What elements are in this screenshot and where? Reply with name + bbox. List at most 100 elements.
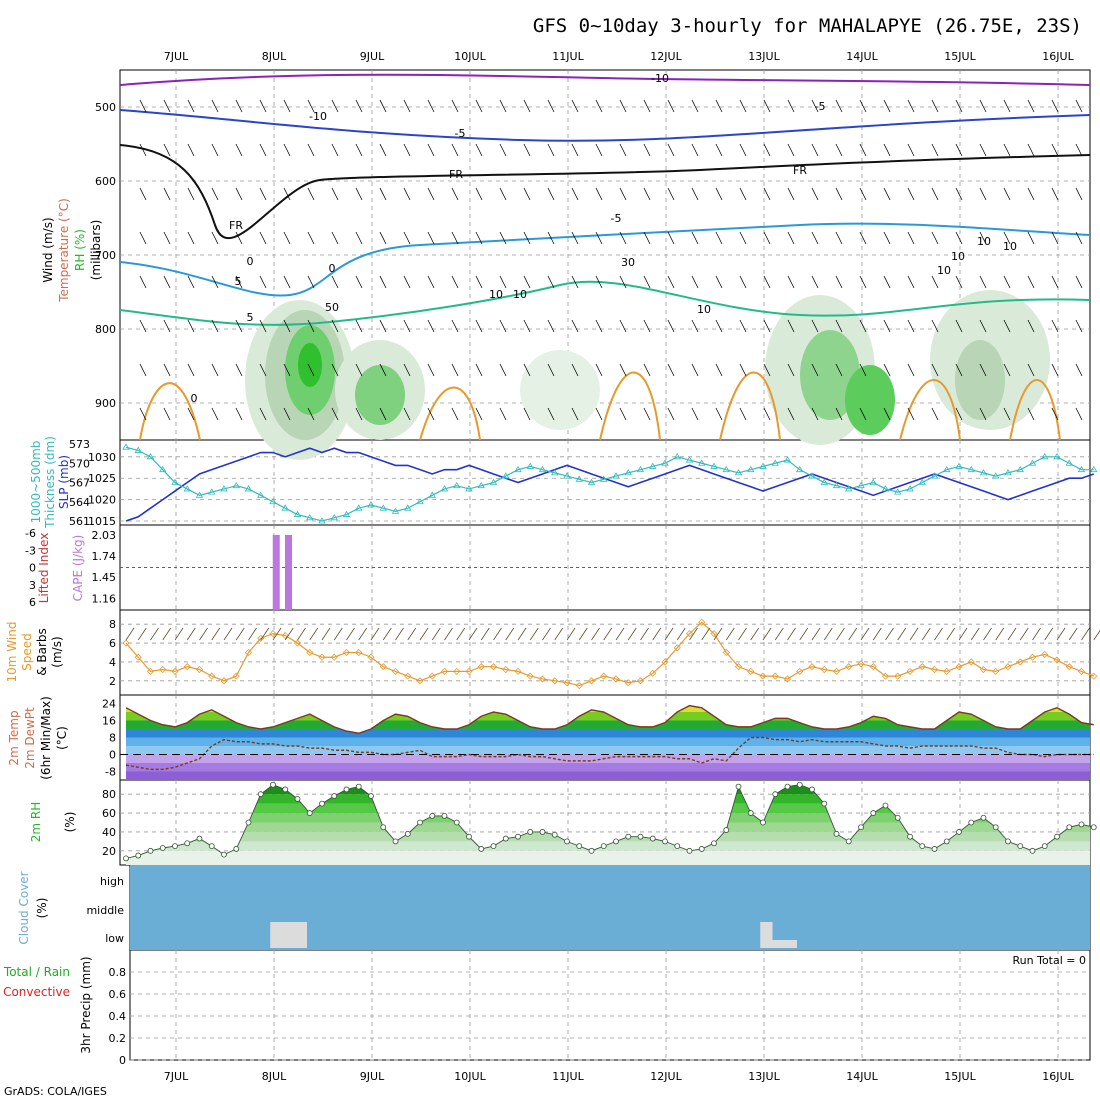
wind-barb-10m [505,627,515,641]
rh-point [980,814,987,821]
wind-barb [571,187,579,201]
rh-point [527,829,534,835]
lifted-index-tick-label: 6 [29,596,36,609]
thickness-point [367,501,375,508]
pressure-tick-label: 900 [95,397,116,410]
wind-ylabel: Speed [20,633,34,671]
rh-shade-70 [845,365,895,435]
wind-barb [1075,407,1083,421]
thickness-point [796,465,804,473]
wind-barb-10m [248,627,257,641]
rh-point [907,833,913,840]
wind-speed-point [698,618,706,626]
thickness-point [881,485,890,492]
thickness-point [734,469,743,476]
wind-barb-10m [1056,627,1066,641]
wind-barb [1051,143,1059,157]
wind-ylabel: (m/s) [50,636,64,667]
wind-barb [955,231,963,245]
wind-speed-point [404,672,412,680]
thickness-point [661,459,669,466]
wind-barb [859,187,867,201]
temp-tick-label: -8 [105,766,116,779]
wind-barb [187,363,195,377]
wind-barb [355,143,363,157]
rh-point [404,830,411,837]
contour-label: -10 [651,72,669,85]
wind-barb [739,187,747,201]
wind-barb [379,319,387,333]
wind-barb [451,99,459,113]
rh-point [1041,843,1048,850]
wind-speed-point [1028,653,1037,661]
wind-barb [955,319,963,333]
wind-barb [595,407,603,421]
wind-barb-10m [260,627,270,641]
contour-label: -5 [455,127,466,140]
rh-band [126,794,1090,804]
wind-barb [955,99,963,113]
wind-barb [451,231,459,245]
thickness-point [808,472,816,479]
wind-barb [1051,231,1059,245]
wind-barb [907,275,915,289]
thickness-point [1065,459,1073,466]
wind-speed-point [244,648,253,657]
rh-point [306,810,313,816]
wind-tick-label: 4 [109,656,116,669]
cloud-ylabel: Cloud Cover [17,871,31,944]
wind-barb [307,363,315,377]
wind-barb [1027,143,1035,157]
wind-barb [643,275,651,289]
wind-barb [667,319,675,333]
wind-barb [499,363,507,377]
lifted-index-tick-label: 3 [29,579,36,592]
contour-label: 50 [325,301,339,314]
thickness-point [943,465,951,473]
contour-label: 10 [489,288,503,301]
thickness-point [232,481,240,489]
cloud-level-label: low [105,932,124,945]
thickness-ylabel: Thickness (dm) [43,436,57,529]
wind-barb-10m [970,627,980,641]
wind-barb [1003,231,1011,245]
rh-point [270,781,276,788]
wind-barb-10m [309,627,319,641]
rh-point [147,847,154,854]
wind-barb [331,187,339,201]
wind-barb [1027,407,1035,421]
wind-barb [979,187,987,201]
wind-barb [643,319,651,333]
wind-barb [1003,187,1011,201]
wind-speed-point [293,639,302,647]
wind-speed-point [673,644,681,652]
wind-barb [571,231,579,245]
wind-speed-point [661,658,669,666]
wind-tick-label: 2 [109,675,116,688]
wind-barb [931,143,939,157]
wind-barb-10m [174,627,184,641]
wind-barb [931,363,939,377]
wind-barb-10m [333,627,343,641]
wind-barb-10m [1019,627,1029,641]
temp-ylabel: 2m DewPt [23,707,37,769]
wind-barb [859,407,867,421]
wind-barb [955,143,963,157]
wind-barb [835,99,843,113]
wind-barb [691,143,699,157]
wind-barb-10m [554,627,564,641]
rh-point [968,819,975,826]
day-label-bottom: 16JUL [1042,1070,1074,1083]
wind-barb [331,319,339,333]
wind-speed-point [465,667,473,675]
wind-barb [1003,275,1011,289]
wind-speed-point [881,672,890,680]
wind-barb [283,363,291,377]
wind-barb-10m [284,627,294,641]
wind-barb [187,143,195,157]
wind-barb [787,231,795,245]
wind-barb-10m [1081,627,1090,641]
rh-point [760,819,766,826]
wind-barb [475,143,483,157]
wind-barb [619,99,627,113]
